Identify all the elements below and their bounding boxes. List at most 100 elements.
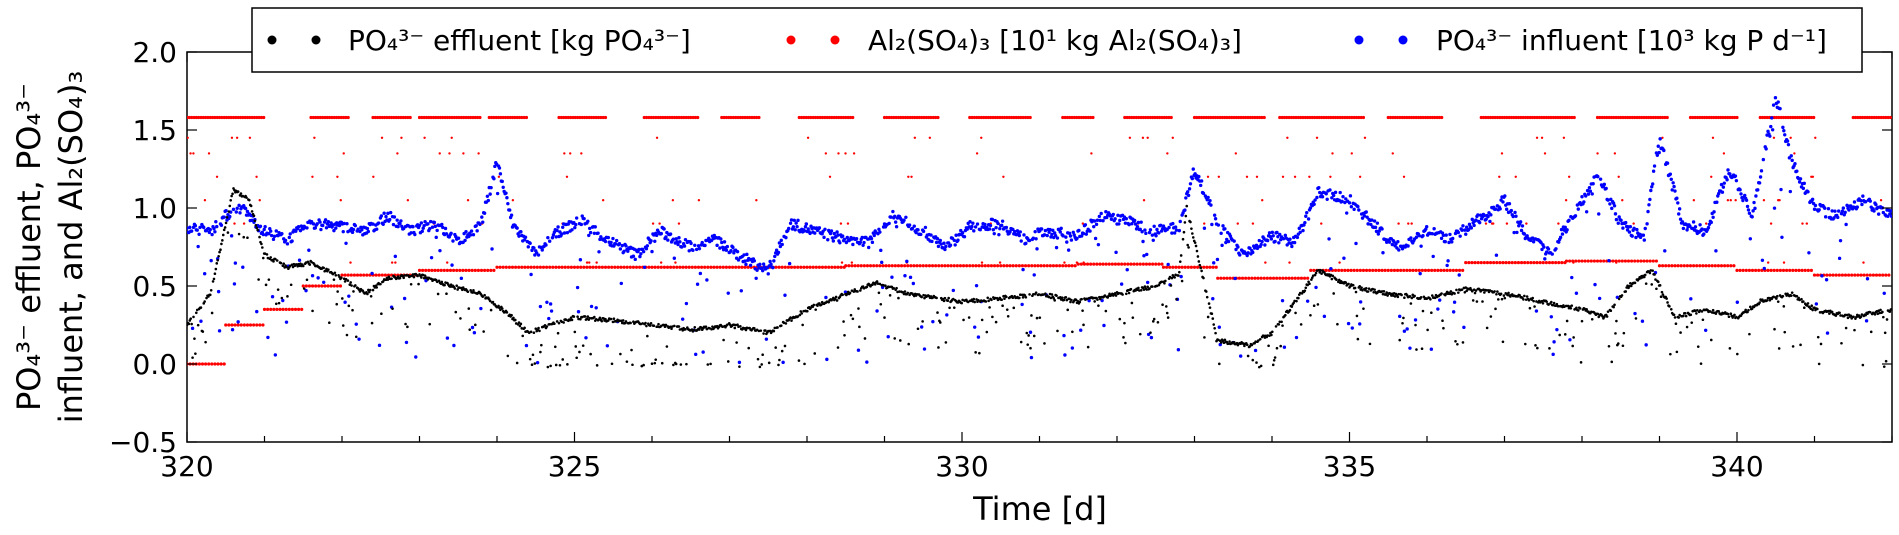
- effluent-point: [1563, 333, 1567, 336]
- alum-point: [224, 115, 229, 120]
- influent-point: [1576, 207, 1580, 211]
- alum-point: [1750, 268, 1755, 272]
- influent-point: [1493, 207, 1498, 211]
- effluent-point: [1204, 290, 1208, 293]
- alum-point: [799, 115, 804, 120]
- alum-point: [1214, 265, 1218, 269]
- effluent-point: [1409, 302, 1413, 305]
- influent-point: [1290, 244, 1294, 249]
- effluent-point: [517, 321, 521, 324]
- influent-point: [1259, 242, 1263, 247]
- alum-point: [261, 323, 265, 327]
- influent-point: [196, 244, 200, 249]
- influent-point: [1790, 158, 1794, 163]
- effluent-point: [1844, 326, 1848, 330]
- effluent-point: [684, 327, 687, 331]
- influent-point: [912, 224, 916, 228]
- effluent-point: [305, 278, 309, 282]
- effluent-point: [387, 275, 391, 279]
- alum-point: [318, 115, 322, 120]
- alum-point: [492, 115, 496, 120]
- effluent-point: [1360, 286, 1363, 290]
- influent-point: [1806, 190, 1810, 194]
- alum-point: [1160, 262, 1164, 266]
- effluent-point: [1146, 285, 1149, 289]
- alum-point: [1199, 115, 1204, 120]
- influent-point: [1464, 232, 1468, 236]
- influent-point: [903, 274, 907, 278]
- alum-point: [1692, 199, 1696, 202]
- alum-point: [1389, 268, 1393, 272]
- alum-point: [1308, 175, 1311, 178]
- effluent-point: [1473, 291, 1477, 295]
- alum-point: [1014, 115, 1018, 120]
- alum-point: [1048, 264, 1052, 268]
- effluent-point: [1366, 290, 1370, 293]
- alum-point: [1286, 136, 1289, 139]
- alum-point: [1586, 259, 1590, 263]
- alum-point: [896, 264, 901, 268]
- effluent-point: [985, 330, 989, 334]
- influent-point: [1650, 185, 1654, 189]
- alum-point: [841, 115, 846, 120]
- influent-point: [1087, 298, 1091, 303]
- alum-point: [724, 115, 729, 120]
- influent-point: [470, 325, 475, 330]
- influent-point: [1764, 147, 1768, 151]
- alum-point: [1411, 268, 1415, 272]
- influent-point: [428, 219, 433, 224]
- effluent-point: [570, 318, 574, 322]
- influent-point: [318, 220, 322, 224]
- effluent-point: [842, 320, 845, 323]
- effluent-point: [1125, 292, 1128, 296]
- effluent-point: [1358, 284, 1362, 288]
- effluent-point: [213, 272, 217, 275]
- alum-point: [1085, 262, 1090, 266]
- alum-point: [1512, 115, 1516, 120]
- influent-point: [544, 243, 548, 247]
- effluent-point: [1883, 331, 1887, 335]
- effluent-point: [343, 280, 347, 283]
- alum-point: [492, 268, 496, 272]
- effluent-point: [1207, 302, 1211, 305]
- effluent-point: [859, 289, 862, 292]
- influent-point: [217, 329, 222, 333]
- alum-point: [293, 307, 298, 311]
- influent-point: [766, 272, 770, 276]
- effluent-point: [277, 301, 281, 305]
- effluent-point: [1701, 318, 1705, 322]
- alum-point: [844, 152, 847, 155]
- alum-point: [1698, 264, 1702, 268]
- alum-point: [1632, 222, 1635, 225]
- effluent-point: [499, 308, 502, 312]
- influent-point: [1233, 276, 1237, 281]
- alum-point: [317, 284, 321, 288]
- effluent-point: [1689, 313, 1693, 317]
- influent-point: [199, 319, 203, 323]
- influent-point: [344, 241, 348, 246]
- alum-point: [1168, 265, 1172, 269]
- effluent-point: [1355, 314, 1359, 318]
- effluent-point: [944, 341, 948, 344]
- influent-point: [1219, 231, 1223, 235]
- alum-point: [563, 265, 567, 269]
- alum-point: [1775, 268, 1779, 272]
- alum-point: [476, 268, 480, 272]
- influent-point: [877, 227, 881, 231]
- legend-marker-alum: [786, 35, 796, 45]
- alum-point: [1479, 115, 1483, 120]
- effluent-point: [275, 259, 279, 262]
- influent-point: [371, 222, 375, 226]
- effluent-point: [440, 280, 444, 284]
- alum-point: [875, 264, 879, 268]
- alum-point: [582, 265, 586, 269]
- influent-point: [1678, 217, 1683, 221]
- effluent-point: [1616, 342, 1620, 345]
- alum-point: [1410, 222, 1413, 225]
- effluent-point: [735, 341, 738, 344]
- alum-point: [1514, 175, 1517, 178]
- influent-point: [1138, 227, 1142, 232]
- alum-point: [1837, 273, 1841, 277]
- alum-point: [1642, 259, 1646, 263]
- alum-point: [1445, 268, 1449, 272]
